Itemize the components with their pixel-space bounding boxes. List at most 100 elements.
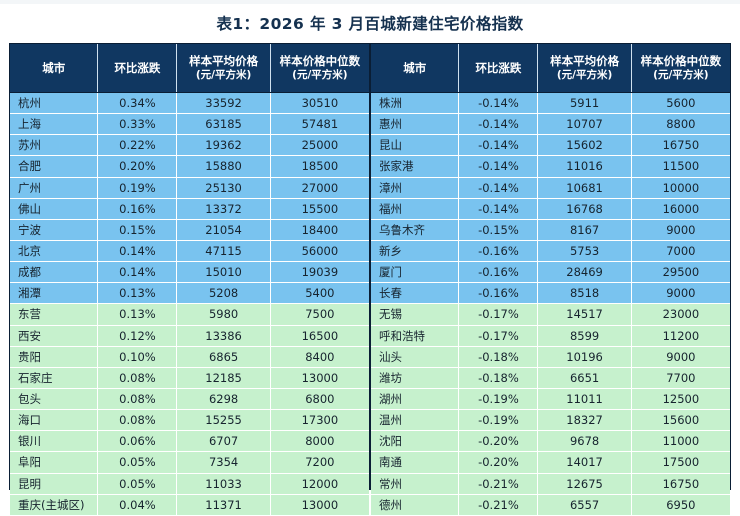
cell-change: 0.14% (97, 240, 178, 263)
cell-median-price: 7700 (631, 367, 730, 389)
header-row: 城市 环比涨跌 样本平均价格 (元/平方米) 样本价格中位数 (元/平方米) (10, 44, 369, 93)
cell-change: 0.10% (97, 346, 178, 368)
col-header-median-price-main: 样本价格中位数 (279, 54, 361, 69)
col-header-avg-price-main: 样本平均价格 (550, 54, 620, 69)
cell-median-price: 18500 (270, 155, 369, 178)
cell-avg-price: 15010 (176, 261, 271, 284)
table-row: 沈阳 -0.20% 9678 11000 (371, 430, 730, 453)
cell-city: 呼和浩特 (371, 325, 460, 347)
cell-change: -0.21% (458, 473, 539, 495)
cell-change: 0.08% (97, 367, 178, 389)
table-row: 厦门 -0.16% 28469 29500 (371, 261, 730, 284)
table-row: 广州 0.19% 25130 27000 (10, 177, 369, 199)
cell-avg-price: 14517 (537, 303, 632, 326)
cell-change: 0.19% (97, 177, 178, 199)
cell-change: -0.14% (458, 134, 539, 157)
cell-city: 东营 (10, 303, 99, 326)
cell-city: 海口 (10, 409, 99, 432)
table-row: 株洲 -0.14% 5911 5600 (371, 92, 730, 115)
cell-median-price: 11200 (631, 325, 730, 347)
cell-change: -0.14% (458, 113, 539, 136)
cell-median-price: 5400 (270, 282, 369, 305)
cell-city: 南通 (371, 451, 460, 474)
cell-change: -0.16% (458, 282, 539, 305)
cell-change: 0.08% (97, 388, 178, 411)
cell-avg-price: 16768 (537, 198, 632, 220)
cell-change: -0.17% (458, 303, 539, 326)
cell-median-price: 29500 (631, 261, 730, 284)
cell-median-price: 17500 (631, 451, 730, 474)
cell-city: 长春 (371, 282, 460, 305)
cell-change: -0.20% (458, 451, 539, 474)
cell-median-price: 25000 (270, 134, 369, 157)
cell-avg-price: 14017 (537, 451, 632, 474)
cell-change: 0.06% (97, 430, 178, 453)
table-row: 苏州 0.22% 19362 25000 (10, 134, 369, 157)
table-title-bar: 表1：2026 年 3 月百城新建住宅价格指数 (0, 4, 740, 42)
cell-city: 合肥 (10, 155, 99, 178)
col-header-change: 环比涨跌 (97, 44, 178, 93)
cell-avg-price: 63185 (176, 113, 271, 136)
cell-city: 无锡 (371, 303, 460, 326)
cell-median-price: 18400 (270, 219, 369, 241)
cell-avg-price: 10681 (537, 177, 632, 199)
cell-median-price: 13000 (270, 494, 369, 516)
table-row: 呼和浩特 -0.17% 8599 11200 (371, 325, 730, 347)
cell-avg-price: 5208 (176, 282, 271, 305)
table-row: 西安 0.12% 13386 16500 (10, 325, 369, 347)
cell-city: 乌鲁木齐 (371, 219, 460, 241)
cell-avg-price: 12185 (176, 367, 271, 389)
cell-city: 德州 (371, 494, 460, 516)
table-row: 佛山 0.16% 13372 15500 (10, 198, 369, 220)
table-row: 银川 0.06% 6707 8000 (10, 430, 369, 453)
table-row: 宁波 0.15% 21054 18400 (10, 219, 369, 241)
cell-change: -0.14% (458, 177, 539, 199)
cell-change: 0.20% (97, 155, 178, 178)
cell-change: 0.22% (97, 134, 178, 157)
table-row: 昆明 0.05% 11033 12000 (10, 473, 369, 495)
col-header-city: 城市 (371, 44, 460, 93)
left-table-header: 城市 环比涨跌 样本平均价格 (元/平方米) 样本价格中位数 (元/平方米) (10, 44, 369, 93)
col-header-avg-price: 样本平均价格 (元/平方米) (537, 44, 632, 93)
cell-city: 湘潭 (10, 282, 99, 305)
table-row: 德州 -0.21% 6557 6950 (371, 494, 730, 516)
cell-city: 银川 (10, 430, 99, 453)
cell-avg-price: 8518 (537, 282, 632, 305)
cell-change: 0.08% (97, 409, 178, 432)
cell-avg-price: 7354 (176, 451, 271, 474)
table-row: 福州 -0.14% 16768 16000 (371, 198, 730, 220)
col-header-median-price: 样本价格中位数 (元/平方米) (270, 44, 369, 93)
cell-avg-price: 8167 (537, 219, 632, 241)
table-row: 石家庄 0.08% 12185 13000 (10, 367, 369, 389)
cell-city: 石家庄 (10, 367, 99, 389)
cell-median-price: 12000 (270, 473, 369, 495)
cell-city: 成都 (10, 261, 99, 284)
cell-median-price: 10000 (631, 177, 730, 199)
col-header-change: 环比涨跌 (458, 44, 539, 93)
cell-change: -0.14% (458, 198, 539, 220)
cell-city: 厦门 (371, 261, 460, 284)
table-row: 湖州 -0.19% 11011 12500 (371, 388, 730, 411)
cell-median-price: 15600 (631, 409, 730, 432)
cell-city: 温州 (371, 409, 460, 432)
table-half-left: 城市 环比涨跌 样本平均价格 (元/平方米) 样本价格中位数 (元/平方米) 杭… (10, 44, 371, 516)
right-table: 城市 环比涨跌 样本平均价格 (元/平方米) 样本价格中位数 (元/平方米) 株… (371, 44, 730, 516)
cell-change: -0.21% (458, 494, 539, 516)
cell-avg-price: 10196 (537, 346, 632, 368)
table-row: 汕头 -0.18% 10196 9000 (371, 346, 730, 368)
table-row: 新乡 -0.16% 5753 7000 (371, 240, 730, 263)
table-row: 漳州 -0.14% 10681 10000 (371, 177, 730, 199)
cell-city: 宁波 (10, 219, 99, 241)
cell-city: 昆山 (371, 134, 460, 157)
table-row: 昆山 -0.14% 15602 16750 (371, 134, 730, 157)
cell-city: 沈阳 (371, 430, 460, 453)
cell-median-price: 6950 (631, 494, 730, 516)
cell-median-price: 5600 (631, 92, 730, 115)
cell-city: 西安 (10, 325, 99, 347)
cell-avg-price: 11011 (537, 388, 632, 411)
table-row: 张家港 -0.14% 11016 11500 (371, 155, 730, 178)
price-index-table: 城市 环比涨跌 样本平均价格 (元/平方米) 样本价格中位数 (元/平方米) 杭… (9, 43, 731, 516)
table-row: 常州 -0.21% 12675 16750 (371, 473, 730, 495)
cell-change: -0.15% (458, 219, 539, 241)
cell-median-price: 17300 (270, 409, 369, 432)
